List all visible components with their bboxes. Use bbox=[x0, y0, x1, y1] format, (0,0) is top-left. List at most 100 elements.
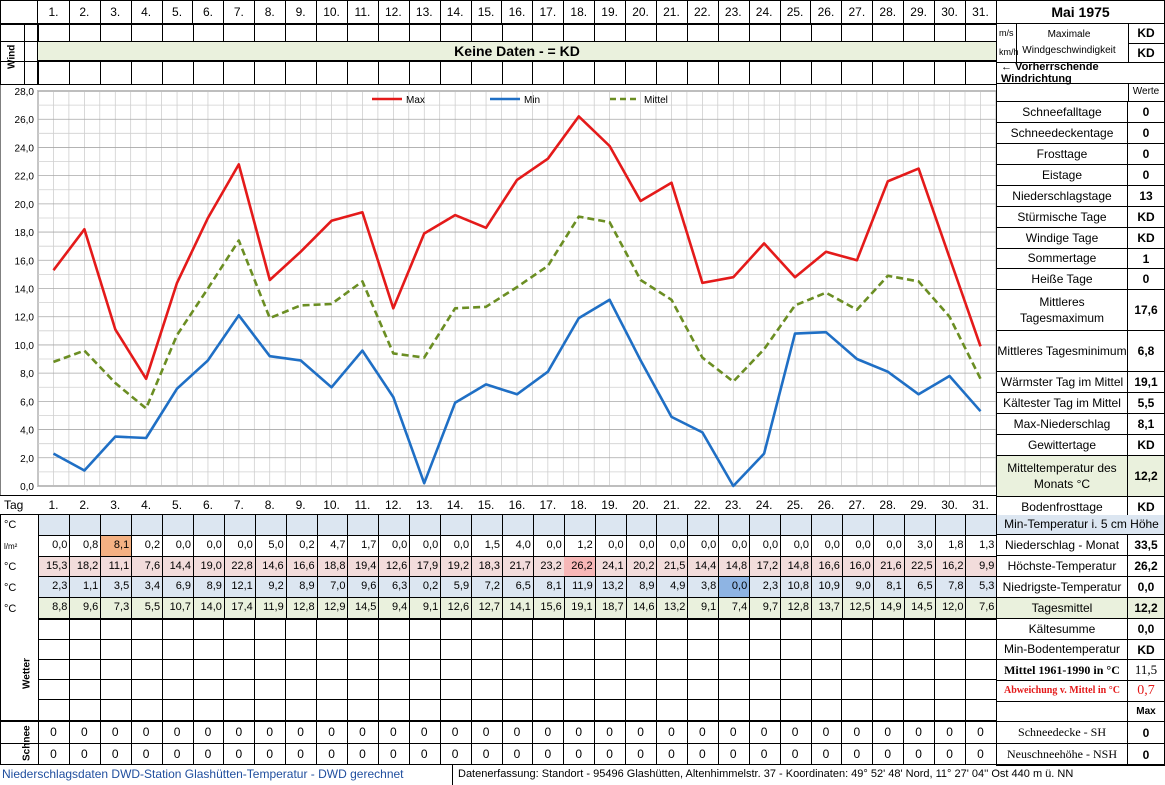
data-cell: 3,4 bbox=[132, 577, 163, 597]
stat-label: Schneefalltage bbox=[997, 102, 1128, 122]
data-value: 12,6 bbox=[386, 560, 407, 572]
y-tick-label: 26,0 bbox=[15, 115, 35, 126]
stat-label: Wärmster Tag im Mittel bbox=[997, 372, 1128, 392]
data-cell: 11,1 bbox=[101, 557, 132, 577]
snow-value: 0 bbox=[223, 725, 254, 739]
data-cell: 1,2 bbox=[564, 536, 595, 556]
data-cell: 10,8 bbox=[781, 577, 812, 597]
data-value: 5,9 bbox=[454, 580, 469, 592]
data-cell: 0,0 bbox=[750, 536, 781, 556]
data-cell: 17,2 bbox=[750, 557, 781, 577]
grid-line bbox=[872, 619, 873, 720]
data-value: 8,1 bbox=[114, 539, 129, 551]
data-value: 18,7 bbox=[602, 601, 623, 613]
data-cell: 1,5 bbox=[472, 536, 503, 556]
day-header-label: 11. bbox=[355, 5, 371, 19]
tag-day-label: 15. bbox=[471, 498, 502, 512]
data-value: 15,6 bbox=[540, 601, 561, 613]
data-value: 0,0 bbox=[52, 539, 67, 551]
tag-day-label: 7. bbox=[223, 498, 254, 512]
data-cell: 12,9 bbox=[317, 598, 348, 618]
data-cell: 17,4 bbox=[224, 598, 255, 618]
data-cell bbox=[163, 515, 194, 535]
lower-stat-label: Min-Temperatur i. 5 cm Höhe bbox=[997, 515, 1165, 534]
data-cell: 5,9 bbox=[441, 577, 472, 597]
data-value: 5,3 bbox=[979, 580, 994, 592]
lower-stat-label: Tagesmittel bbox=[997, 598, 1128, 618]
grid-line bbox=[502, 619, 503, 720]
data-value: 26,2 bbox=[571, 560, 592, 572]
data-value: 3,4 bbox=[145, 580, 160, 592]
grid-line bbox=[656, 619, 657, 720]
data-value: 8,9 bbox=[639, 580, 654, 592]
snow-value: 0 bbox=[656, 725, 687, 739]
data-value: 5,5 bbox=[145, 601, 160, 613]
month-title: Mai 1975 bbox=[1051, 4, 1109, 20]
y-tick-label: 12,0 bbox=[15, 313, 35, 324]
day-header-cell: 10. bbox=[316, 0, 348, 24]
data-cell: 12,8 bbox=[781, 598, 812, 618]
lower-stat-label: Min-Bodentemperatur bbox=[997, 640, 1128, 659]
day-header-label: 9. bbox=[296, 5, 306, 19]
snow-value: 0 bbox=[440, 747, 471, 761]
day-header-label: 26. bbox=[818, 5, 835, 19]
data-cell: 14,0 bbox=[194, 598, 225, 618]
data-value: 21,6 bbox=[880, 560, 901, 572]
data-value: 0,0 bbox=[454, 539, 469, 551]
data-cell: 3,0 bbox=[904, 536, 935, 556]
max-wind-block: m/s km/h Maximale Windgeschwindigkeit KD… bbox=[996, 23, 1165, 63]
data-value: 5,0 bbox=[268, 539, 283, 551]
data-cell: 9,1 bbox=[688, 598, 719, 618]
day-header-cell: 22. bbox=[687, 0, 719, 24]
grid-line bbox=[749, 721, 750, 765]
no-data-text: Keine Daten - = KD bbox=[454, 43, 580, 59]
grid-line bbox=[563, 619, 564, 720]
data-value: 12,7 bbox=[479, 601, 500, 613]
stat-label: Mittleres Tagesminimum bbox=[997, 331, 1128, 371]
data-cell: 21,5 bbox=[657, 557, 688, 577]
data-value: 19,0 bbox=[200, 560, 221, 572]
data-value: 16,6 bbox=[818, 560, 839, 572]
tag-day-label: 2. bbox=[69, 498, 100, 512]
grid-line bbox=[38, 699, 996, 700]
data-value: 4,7 bbox=[330, 539, 345, 551]
schnee-block: Schnee 000000000000000000000000000000000… bbox=[0, 720, 996, 764]
day-header-label: 19. bbox=[601, 5, 618, 19]
lower-stat-value: 0,0 bbox=[1128, 577, 1164, 597]
data-value: 13,7 bbox=[818, 601, 839, 613]
data-value: 0,2 bbox=[299, 539, 314, 551]
wetter-block: Wetter bbox=[0, 619, 996, 720]
data-value: 1,3 bbox=[979, 539, 994, 551]
data-value: 6,3 bbox=[392, 580, 407, 592]
data-value: 0,0 bbox=[207, 539, 222, 551]
grid-line bbox=[131, 619, 132, 720]
data-value: 0,0 bbox=[701, 539, 716, 551]
data-cell: 8,9 bbox=[626, 577, 657, 597]
grid-line bbox=[100, 721, 101, 765]
data-cell bbox=[657, 515, 688, 535]
data-value: 18,8 bbox=[324, 560, 345, 572]
grid-line bbox=[440, 619, 441, 720]
day-header-label: 8. bbox=[265, 5, 275, 19]
stat-label: Sommertage bbox=[997, 249, 1128, 268]
data-value: 17,4 bbox=[231, 601, 252, 613]
lower-stat-value: 26,2 bbox=[1128, 556, 1164, 576]
tag-day-label: 31. bbox=[965, 498, 996, 512]
snow-value: 0 bbox=[965, 725, 996, 739]
data-cell: 10,9 bbox=[812, 577, 843, 597]
data-value: 7,2 bbox=[485, 580, 500, 592]
data-cell: 14,4 bbox=[163, 557, 194, 577]
data-cell: 8,1 bbox=[873, 577, 904, 597]
data-value: 1,7 bbox=[361, 539, 376, 551]
grid-line bbox=[347, 721, 348, 765]
data-value: 11,9 bbox=[263, 601, 284, 613]
lower-stat-value: 0,7 bbox=[1128, 681, 1164, 701]
data-cell: 1,1 bbox=[70, 577, 101, 597]
snow-value: 0 bbox=[841, 725, 872, 739]
grid-line bbox=[0, 24, 996, 25]
